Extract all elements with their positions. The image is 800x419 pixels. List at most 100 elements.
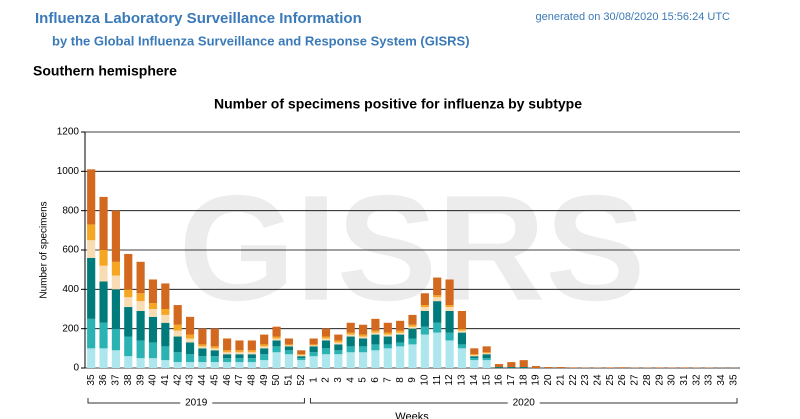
bar-segment	[99, 281, 108, 323]
bar-segment	[470, 355, 479, 357]
x-tick-label: 52	[296, 374, 307, 386]
bar-segment	[173, 336, 182, 353]
bar-segment	[358, 336, 368, 339]
bar-segment	[148, 279, 158, 304]
bar-segment	[185, 316, 195, 335]
bar-segment	[358, 334, 368, 337]
x-tick-label: 11	[432, 374, 443, 385]
bar-segment	[284, 350, 293, 355]
bar-segment	[185, 354, 195, 363]
bar-segment	[272, 340, 281, 347]
bar-segment	[334, 340, 343, 343]
bar-segment	[235, 362, 244, 368]
x-axis-label: Weeks	[395, 411, 429, 419]
bar-segment	[235, 350, 244, 353]
bar-segment	[161, 346, 170, 361]
bar-segment	[470, 360, 479, 368]
bar-segment	[309, 356, 318, 368]
region-heading: Southern hemisphere	[33, 63, 177, 79]
bar-segment	[420, 307, 429, 311]
bar-segment	[247, 354, 256, 359]
bar-segment	[420, 334, 429, 368]
x-tick-label: 16	[494, 374, 505, 386]
x-tick-label: 10	[419, 374, 430, 386]
bar-segment	[433, 297, 442, 302]
bar-segment	[457, 332, 467, 345]
x-tick-label: 21	[555, 374, 566, 386]
bar-segment	[420, 310, 429, 327]
bar-segment	[309, 345, 318, 347]
bar-segment	[346, 332, 355, 335]
y-axis-label: Number of specimens	[39, 201, 50, 298]
page-subtitle: by the Global Influenza Surveillance and…	[52, 33, 470, 48]
bar-segment	[173, 352, 182, 363]
bar-segment	[396, 334, 405, 343]
bar-segment	[185, 342, 195, 355]
bar-segment	[148, 303, 158, 309]
bar-segment	[334, 354, 343, 368]
bar-segment	[396, 342, 405, 347]
bar-segment	[210, 356, 219, 363]
bar-segment	[457, 344, 467, 349]
bar-segment	[260, 334, 269, 345]
x-tick-label: 42	[172, 374, 183, 386]
bar-segment	[185, 338, 195, 343]
bar-segment	[309, 346, 318, 353]
bar-segment	[210, 348, 219, 351]
bar-segment	[247, 352, 256, 355]
bar-segment	[87, 169, 96, 225]
bar-segment	[371, 334, 380, 345]
x-tick-label: 17	[506, 374, 517, 386]
bar-segment	[321, 348, 331, 355]
bar-segment	[470, 348, 479, 355]
watermark: GISRS	[179, 164, 646, 332]
x-tick-label: 20	[543, 374, 554, 386]
bar-segment	[457, 348, 467, 368]
x-tick-label: 46	[222, 374, 233, 386]
bar-segment	[272, 336, 281, 339]
bar-segment	[99, 250, 108, 266]
bar-segment	[260, 344, 269, 347]
x-tick-label: 44	[197, 374, 208, 386]
bar-segment	[198, 348, 207, 357]
bar-segment	[136, 358, 145, 368]
x-tick-label: 28	[642, 374, 653, 386]
bar-segment	[247, 350, 256, 353]
bar-segment	[223, 338, 232, 351]
bar-segment	[223, 350, 232, 353]
bar-segment	[618, 367, 627, 368]
bar-segment	[680, 367, 689, 368]
x-tick-label: 15	[481, 374, 492, 386]
bar-segment	[470, 354, 479, 356]
bar-segment	[482, 352, 491, 354]
bar-segment	[161, 283, 170, 309]
bar-segment	[371, 350, 380, 368]
bar-segment	[124, 356, 133, 368]
bar-segment	[445, 279, 454, 306]
bar-segment	[99, 348, 108, 368]
bar-segment	[111, 350, 120, 368]
x-tick-label: 13	[457, 374, 468, 386]
bar-segment	[309, 344, 318, 346]
bar-segment	[111, 275, 120, 290]
bar-segment	[383, 334, 392, 337]
bar-segment	[494, 367, 504, 368]
bar-segment	[383, 348, 392, 368]
bar-segment	[334, 334, 343, 341]
bar-segment	[470, 358, 479, 361]
bar-segment	[235, 352, 244, 355]
bar-segment	[358, 352, 368, 368]
bar-segment	[445, 307, 454, 311]
bar-segment	[198, 328, 207, 345]
bar-segment	[124, 297, 133, 308]
x-tick-label: 37	[111, 374, 122, 386]
bar-segment	[136, 261, 145, 294]
bar-segment	[223, 352, 232, 355]
bar-segment	[519, 367, 528, 368]
bar-segment	[334, 350, 343, 355]
x-tick-label: 39	[135, 374, 146, 386]
bar-segment	[457, 310, 467, 329]
bar-segment	[482, 354, 491, 359]
bar-segment	[420, 293, 429, 306]
